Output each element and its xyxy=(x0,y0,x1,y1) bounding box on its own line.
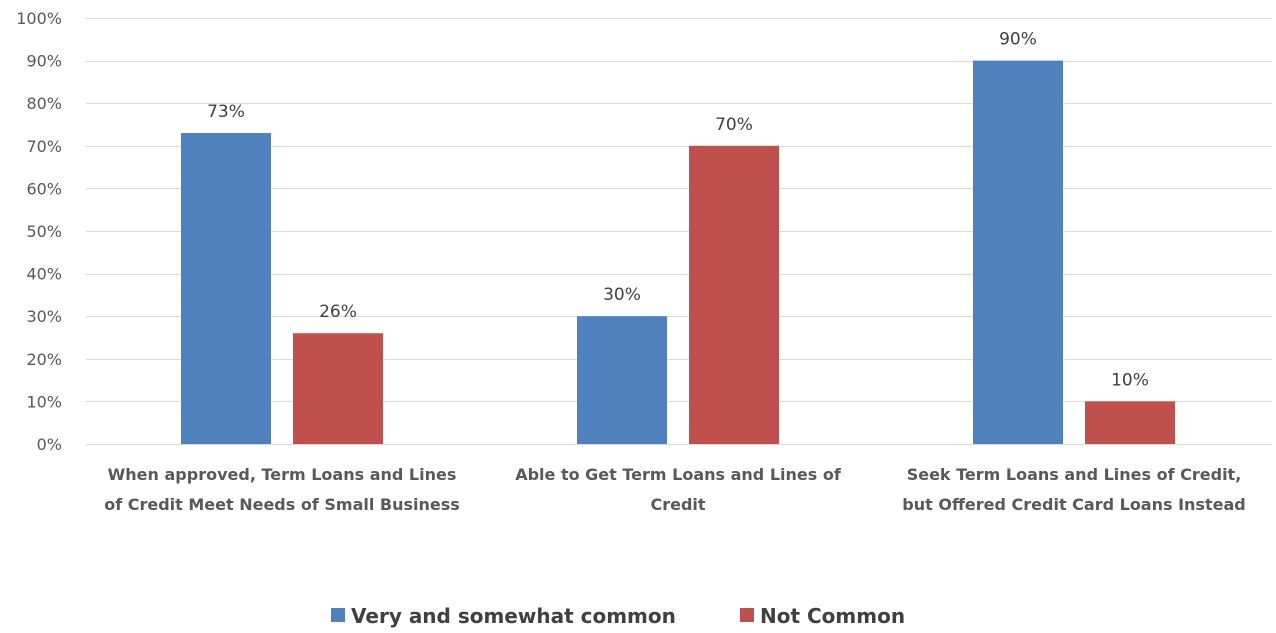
y-tick-label: 40% xyxy=(26,265,62,284)
data-label: 10% xyxy=(1111,370,1149,390)
data-label: 26% xyxy=(319,302,357,322)
y-tick-label: 30% xyxy=(26,307,62,326)
x-axis-categories: When approved, Term Loans and Lines of Cr… xyxy=(104,465,1246,514)
legend: Very and somewhat common Not Common xyxy=(331,604,905,628)
data-label: 90% xyxy=(999,30,1037,50)
data-label: 70% xyxy=(715,115,753,135)
category-label-line: of Credit Meet Needs of Small Business xyxy=(104,495,460,514)
category-label-line: Credit xyxy=(650,495,705,514)
bar-not-common-1 xyxy=(689,145,779,445)
y-tick-label: 100% xyxy=(16,9,62,28)
category-label: Able to Get Term Loans and Lines of Credi… xyxy=(515,465,842,514)
y-tick-label: 90% xyxy=(26,52,62,71)
gridlines xyxy=(86,18,1272,445)
y-tick-label: 10% xyxy=(26,392,62,411)
bar-very-common-0 xyxy=(181,133,271,444)
legend-label: Very and somewhat common xyxy=(351,604,676,628)
y-tick-label: 70% xyxy=(26,137,62,156)
y-axis-ticks: 0% 10% 20% 30% 40% 50% 60% 70% 80% 90% 100% xyxy=(16,9,62,454)
y-tick-label: 80% xyxy=(26,94,62,113)
bar-not-common-2 xyxy=(1085,401,1175,444)
legend-swatch xyxy=(740,608,754,622)
y-tick-label: 50% xyxy=(26,222,62,241)
category-label-line: but Offered Credit Card Loans Instead xyxy=(902,495,1245,514)
category-label-line: Seek Term Loans and Lines of Credit, xyxy=(907,465,1242,484)
data-labels: 73% 30% 90% 26% 70% 10% xyxy=(207,30,1149,391)
category-label-line: When approved, Term Loans and Lines xyxy=(108,465,457,484)
y-tick-label: 0% xyxy=(37,435,62,454)
legend-label: Not Common xyxy=(760,604,905,628)
y-tick-label: 20% xyxy=(26,350,62,369)
bar-not-common-0 xyxy=(293,333,383,444)
category-label: Seek Term Loans and Lines of Credit, but … xyxy=(902,465,1245,514)
bar-very-common-2 xyxy=(973,60,1063,444)
data-label: 30% xyxy=(603,285,641,305)
data-label: 73% xyxy=(207,102,245,122)
category-label-line: Able to Get Term Loans and Lines of xyxy=(515,465,842,484)
category-label: When approved, Term Loans and Lines of Cr… xyxy=(104,465,460,514)
legend-swatch xyxy=(331,608,345,622)
bar-very-common-1 xyxy=(577,316,667,444)
bars xyxy=(181,60,1175,445)
y-tick-label: 60% xyxy=(26,179,62,198)
